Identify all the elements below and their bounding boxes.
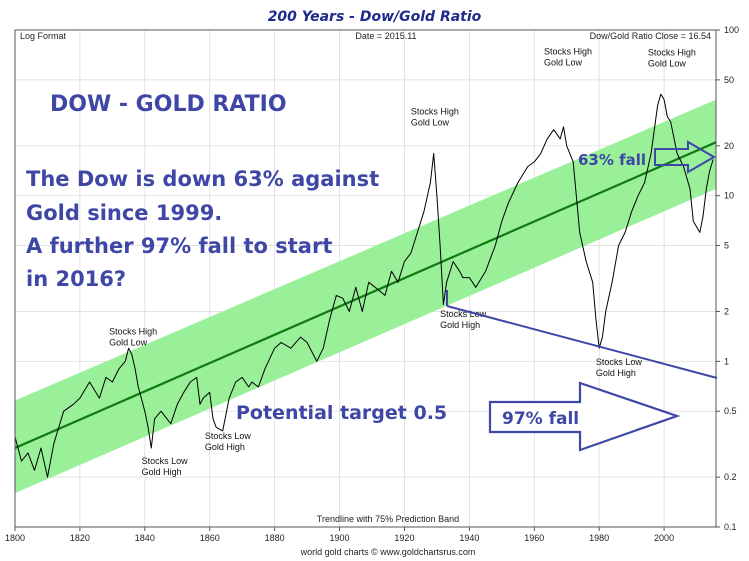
overlay-message-line: Gold since 1999. <box>26 201 222 225</box>
x-tick-label: 1940 <box>459 533 479 543</box>
x-tick-label: 1920 <box>394 533 414 543</box>
overlay-message: The Dow is down 63% against Gold since 1… <box>26 167 379 291</box>
potential-target-label: Potential target 0.5 <box>236 402 447 424</box>
chart-subtitle: Trendline with 75% Prediction Band <box>317 514 459 524</box>
x-tick-label: 1800 <box>5 533 25 543</box>
annotation-stocks-high-1999: Stocks High Gold Low <box>648 48 696 69</box>
y-tick-label: 50 <box>724 75 734 85</box>
annotation-stocks-low-1932: Stocks Low Gold High <box>440 309 487 330</box>
dow-gold-ratio-line <box>15 93 714 478</box>
y-tick-label: 10 <box>724 191 734 201</box>
overlay-message-line: The Dow is down 63% against <box>26 167 379 191</box>
overlay-message-line: A further 97% fall to start <box>26 234 332 258</box>
fall-97-label: 97% fall <box>502 409 579 429</box>
y-tick-label: 0.2 <box>724 472 737 482</box>
x-tick-label: 1900 <box>330 533 350 543</box>
fall-97-arrow <box>488 381 681 452</box>
decline-projection-line <box>446 305 718 379</box>
chart-annotations: Stocks High Gold Low Stocks Low Gold High St… <box>109 47 696 477</box>
annotation-stocks-high-1966: Stocks High Gold Low <box>544 47 592 68</box>
plot-frame <box>14 29 717 528</box>
fall-63-label: 63% fall <box>578 151 646 169</box>
y-tick-label: 2 <box>724 306 729 316</box>
header-right: Dow/Gold Ratio Close = 16.54 <box>590 31 711 41</box>
x-tick-label: 1860 <box>200 533 220 543</box>
y-tick-label: 1 <box>724 356 729 366</box>
y-tick-label: 0.5 <box>724 406 737 416</box>
chart-title: 200 Years - Dow/Gold Ratio <box>268 9 482 25</box>
annotation-stocks-high-1835: Stocks High Gold Low <box>109 327 157 348</box>
x-axis-ticks: 1800 1820 1840 1860 1880 1900 1920 1940 1960 1980… <box>5 527 674 543</box>
header-left: Log Format <box>20 31 67 41</box>
annotation-stocks-low-1980: Stocks Low Gold High <box>596 357 643 378</box>
header-center: Date = 2015.11 <box>355 31 416 41</box>
annotation-stocks-low-1862: Stocks Low Gold High <box>205 431 252 452</box>
y-tick-label: 20 <box>724 141 734 151</box>
y-tick-label: 5 <box>724 241 729 251</box>
annotation-stocks-low-1843: Stocks Low Gold High <box>142 456 189 477</box>
x-tick-label: 1880 <box>265 533 285 543</box>
overlay-heading: DOW - GOLD RATIO <box>50 92 287 117</box>
x-tick-label: 1960 <box>524 533 544 543</box>
x-tick-label: 1980 <box>589 533 609 543</box>
annotation-stocks-high-1929: Stocks High Gold Low <box>411 106 459 127</box>
y-axis-ticks: 0.1 0.2 0.5 1 2 5 10 20 50 100 <box>716 25 739 532</box>
y-tick-label: 0.1 <box>724 522 737 532</box>
x-tick-label: 2000 <box>654 533 674 543</box>
x-tick-label: 1820 <box>70 533 90 543</box>
fall-63-arrow <box>654 140 717 174</box>
chart-source: world gold charts © www.goldchartsrus.co… <box>300 547 476 557</box>
y-tick-label: 100 <box>724 25 739 35</box>
overlay-message-line: in 2016? <box>26 267 126 291</box>
x-tick-label: 1840 <box>135 533 155 543</box>
